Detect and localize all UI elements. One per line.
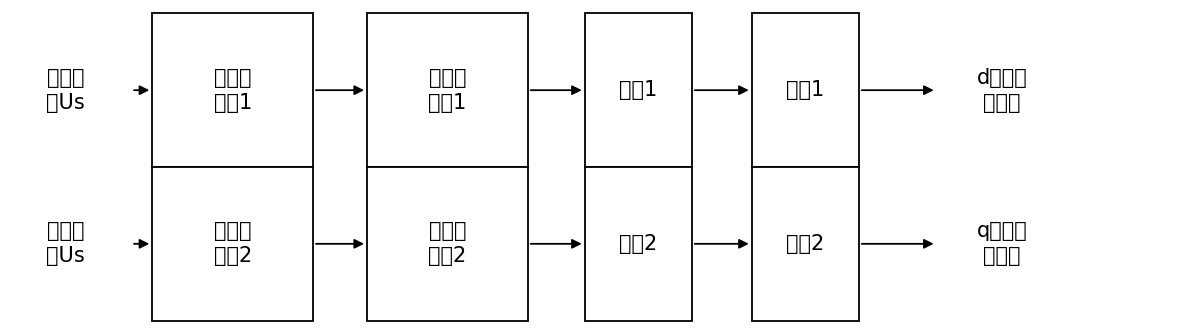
Bar: [153, 13, 313, 167]
Bar: [752, 167, 859, 321]
Text: 交流电
压Us: 交流电 压Us: [47, 221, 85, 266]
Bar: [585, 167, 692, 321]
Bar: [752, 13, 859, 167]
Bar: [585, 13, 692, 167]
Text: 增益1: 增益1: [619, 80, 657, 100]
Text: 交流电
压Us: 交流电 压Us: [47, 68, 85, 113]
Text: 超前补
偿器2: 超前补 偿器2: [214, 221, 252, 266]
Bar: [367, 167, 527, 321]
Text: 增益2: 增益2: [619, 234, 657, 254]
Text: d轴电流
补偿值: d轴电流 补偿值: [977, 68, 1027, 113]
Bar: [153, 167, 313, 321]
Text: 滞后补
偿器2: 滞后补 偿器2: [428, 221, 466, 266]
Text: 限幅1: 限幅1: [786, 80, 824, 100]
Bar: [367, 13, 527, 167]
Text: 超前补
偿器1: 超前补 偿器1: [214, 68, 252, 113]
Text: 限幅2: 限幅2: [786, 234, 824, 254]
Text: q轴电流
补偿值: q轴电流 补偿值: [977, 221, 1027, 266]
Text: 滞后补
偿器1: 滞后补 偿器1: [428, 68, 466, 113]
